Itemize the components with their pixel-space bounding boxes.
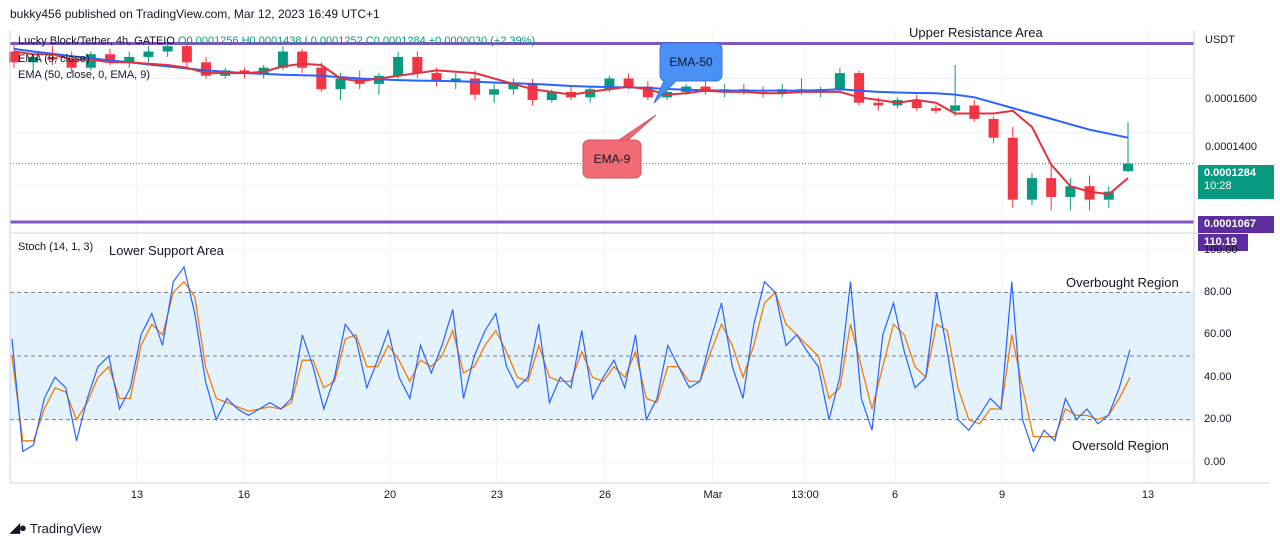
candle-body [28, 56, 39, 63]
candle-body [431, 73, 442, 82]
ema50-callout-bubble [653, 42, 723, 104]
candle-body [642, 86, 653, 98]
candle-body [604, 78, 615, 90]
candle-body [258, 67, 269, 74]
candle-body [239, 70, 250, 74]
candle-body [546, 91, 557, 101]
overbought-label: Overbought Region [1066, 275, 1179, 290]
candle-body [585, 89, 596, 98]
candle-body [143, 51, 154, 57]
date-tick: 13 [1141, 489, 1155, 501]
candle-body [162, 46, 173, 52]
stoch-legend[interactable]: Stoch (14, 1, 3) [18, 241, 94, 253]
candle-body [1046, 178, 1057, 197]
candle-body [988, 118, 999, 138]
ema50-line [13, 47, 1129, 139]
ema9-callout: EMA-9 [593, 152, 631, 166]
date-tick: 20 [383, 489, 397, 501]
stoch-tick: 60.00 [1204, 328, 1232, 340]
candle-body [316, 67, 327, 90]
candle-body [9, 51, 19, 63]
candle-body [181, 46, 192, 63]
symbol-name[interactable]: Lucky Block/Tether, 4h, GATEIO [18, 35, 175, 47]
publisher-text: bukky456 published on TradingView.com, M… [10, 7, 380, 21]
ema50-legend[interactable]: EMA (50, close, 0, EMA, 9) [18, 69, 151, 81]
candle-body [297, 51, 308, 68]
ohlc-values: O0.0001256 H0.0001438 L0.0001252 C0.0001… [177, 35, 536, 47]
candle-body [1103, 191, 1114, 200]
date-tick: 23 [490, 489, 504, 501]
stoch-lines [11, 265, 1131, 453]
candle-body [700, 86, 711, 92]
candle-body [854, 73, 865, 103]
last-price-tag: 0.0001284 10:28 [1198, 165, 1274, 199]
ema9-callout-bubble [582, 114, 657, 179]
grid-lines [10, 30, 1194, 483]
candle-body [412, 56, 423, 74]
candle-body [950, 105, 961, 111]
date-tick: 13:00 [791, 489, 819, 501]
ema50-callout: EMA-50 [669, 55, 713, 69]
candle-body [969, 105, 980, 119]
date-tick: 13 [130, 489, 144, 501]
candle-body [623, 78, 634, 87]
candle-body [124, 56, 135, 63]
date-tick: Mar [703, 489, 723, 501]
candle-body [834, 73, 845, 90]
candle-body [508, 83, 519, 90]
candle-body [1007, 137, 1018, 200]
ohlc-legend: Lucky Block/Tether, 4h, GATEIO O0.000125… [18, 35, 535, 47]
date-tick: 16 [237, 489, 251, 501]
lower-support-label: Lower Support Area [109, 243, 224, 258]
candle-body [469, 78, 480, 95]
last-price-value: 0.0001284 [1204, 167, 1256, 179]
candle-body [1084, 186, 1095, 200]
candle-body [930, 108, 941, 111]
price-tick: 0.0001600 [1205, 93, 1257, 105]
candle-body [489, 89, 500, 95]
stoch-k-line [11, 265, 1131, 453]
date-tick: 9 [998, 489, 1006, 501]
stoch-tick: 80.00 [1204, 286, 1232, 298]
support-price-tag: 0.0001067 [1198, 216, 1274, 233]
brand-name: TradingView [29, 520, 102, 536]
candle-body [105, 54, 116, 63]
countdown-value: 10:28 [1204, 180, 1232, 192]
candle-body [1026, 178, 1037, 200]
candle-body [66, 59, 77, 68]
stoch-tick: 20.00 [1204, 413, 1232, 425]
candle-body [277, 51, 288, 68]
stoch-d-line [11, 280, 1131, 442]
candle-body [201, 62, 212, 76]
upper-resistance-label: Upper Resistance Area [909, 25, 1043, 40]
candle-body [85, 54, 96, 68]
currency-label[interactable]: USDT [1205, 34, 1235, 46]
candle-body [873, 102, 884, 106]
candle-body [527, 83, 538, 101]
stoch-tick: 100.00 [1204, 244, 1238, 256]
chart-frame [9, 30, 1270, 484]
date-tick: 6 [891, 489, 899, 501]
price-tick: 0.0001400 [1205, 141, 1257, 153]
ema9-legend[interactable]: EMA (9, close) [18, 53, 90, 65]
stoch-value-tag: 110.19 [1198, 234, 1248, 251]
oversold-label: Oversold Region [1072, 438, 1169, 453]
date-tick: 26 [598, 489, 612, 501]
tradingview-logo-icon: ◢● [10, 520, 27, 535]
candle-body [47, 56, 58, 60]
stoch-tick: 0.00 [1204, 456, 1226, 468]
candle-body [1065, 186, 1076, 197]
candle-body [1123, 163, 1133, 172]
stoch-tick: 40.00 [1204, 371, 1232, 383]
ema9-line [13, 50, 1129, 196]
candle-body [911, 100, 922, 109]
candle-body [393, 56, 404, 76]
candle-series [9, 38, 1133, 211]
level-lines [10, 41, 1194, 421]
candle-body [450, 78, 461, 82]
tradingview-brand[interactable]: ◢● TradingView [10, 520, 101, 536]
candle-body [335, 78, 346, 90]
callouts [582, 42, 723, 179]
